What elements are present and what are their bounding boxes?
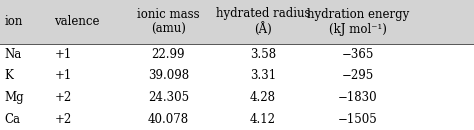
Text: K: K	[5, 69, 14, 82]
Text: −365: −365	[342, 48, 374, 61]
Text: +1: +1	[55, 69, 72, 82]
Text: hydrated radius
(Å): hydrated radius (Å)	[216, 7, 310, 36]
Text: −1830: −1830	[338, 91, 378, 104]
Text: 40.078: 40.078	[148, 113, 189, 126]
Text: +2: +2	[55, 113, 72, 126]
Text: Mg: Mg	[5, 91, 24, 104]
Text: valence: valence	[55, 15, 100, 28]
Text: 3.58: 3.58	[250, 48, 276, 61]
Text: hydration energy
(kJ mol⁻¹): hydration energy (kJ mol⁻¹)	[307, 8, 409, 36]
Text: 3.31: 3.31	[250, 69, 276, 82]
Text: +2: +2	[55, 91, 72, 104]
Text: −295: −295	[342, 69, 374, 82]
Text: ion: ion	[5, 15, 23, 28]
Text: ionic mass
(amu): ionic mass (amu)	[137, 8, 200, 36]
Text: −1505: −1505	[338, 113, 378, 126]
Text: 22.99: 22.99	[152, 48, 185, 61]
Bar	[0, 0, 474, 44]
Text: +1: +1	[55, 48, 72, 61]
Text: Na: Na	[5, 48, 22, 61]
Text: 4.28: 4.28	[250, 91, 276, 104]
Text: 4.12: 4.12	[250, 113, 276, 126]
Text: Ca: Ca	[5, 113, 21, 126]
Text: 24.305: 24.305	[148, 91, 189, 104]
Text: 39.098: 39.098	[148, 69, 189, 82]
